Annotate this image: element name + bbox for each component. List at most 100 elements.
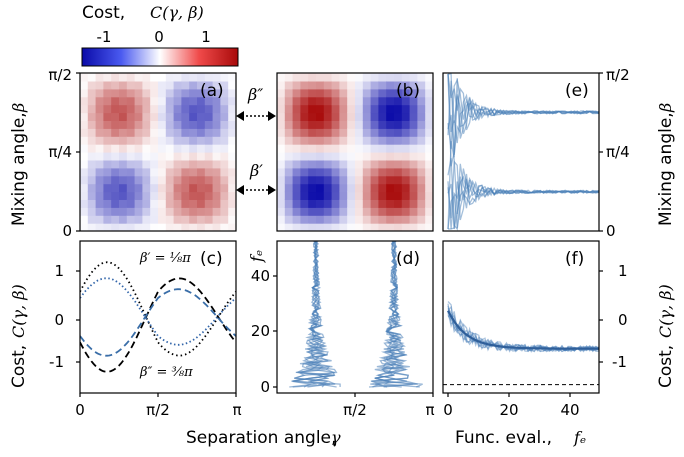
heat-cell: [204, 136, 214, 145]
heat-cell: [126, 80, 136, 90]
heat-cell: [417, 183, 426, 193]
heat-cell: [386, 199, 395, 208]
heat-cell: [417, 207, 426, 216]
heat-cell: [95, 175, 104, 185]
heat-cell: [425, 96, 433, 106]
heat-cell: [370, 128, 379, 137]
heat-cell: [409, 207, 418, 216]
ylabel-right-bottom-text: Cost,: [656, 345, 676, 388]
heat-cell: [277, 159, 286, 169]
trace-d: [374, 241, 413, 388]
cost-tick-neg1-left: -1: [49, 353, 64, 371]
heat-cell: [142, 96, 151, 106]
heat-cell: [401, 112, 411, 121]
heat-cell: [212, 207, 221, 216]
heat-cell: [87, 159, 97, 169]
heat-cell: [150, 88, 159, 98]
heat-cell: [355, 136, 364, 145]
heat-cell: [212, 223, 221, 231]
heat-cell: [378, 167, 387, 177]
heat-cell: [204, 159, 214, 169]
beta-tick-0-right: 0: [606, 222, 616, 240]
heat-cell: [158, 175, 167, 185]
heat-cell: [212, 96, 221, 106]
heat-cell: [347, 223, 356, 231]
heat-cell: [401, 96, 411, 106]
heat-cell: [228, 112, 236, 121]
heat-cell: [292, 104, 301, 114]
heat-cell: [158, 144, 167, 153]
heat-cell: [308, 144, 317, 153]
heat-cell: [316, 199, 325, 208]
heat-cell: [111, 215, 120, 224]
frame-b: [276, 72, 434, 232]
heat-cell: [204, 175, 214, 185]
heat-cell: [308, 175, 317, 185]
heat-cell: [386, 175, 395, 185]
heat-cell: [308, 112, 317, 121]
heat-cell: [355, 88, 364, 98]
heat-cell: [409, 223, 418, 231]
heat-cell: [316, 80, 325, 90]
heat-cell: [134, 159, 143, 169]
heat-cell: [323, 112, 333, 121]
heat-cell: [189, 183, 198, 193]
heat-cell: [80, 191, 89, 200]
heat-cell: [173, 88, 182, 98]
heat-cell: [370, 183, 379, 193]
heat-cell: [347, 167, 356, 177]
heat-cell: [394, 96, 403, 106]
heat-cell: [394, 120, 403, 129]
heat-cell: [220, 215, 229, 224]
heat-cell: [362, 136, 372, 145]
heat-cell: [228, 80, 236, 90]
heat-cell: [142, 80, 151, 90]
heat-cell: [150, 191, 159, 200]
heat-cell: [284, 207, 294, 216]
heat-cell: [165, 215, 175, 224]
heat-cell: [228, 120, 236, 129]
heat-cell: [119, 104, 128, 114]
heat-cell: [220, 80, 229, 90]
heat-cell: [316, 104, 325, 114]
heat-cell: [347, 191, 356, 200]
heat-cell: [87, 144, 97, 153]
heat-cell: [284, 120, 294, 129]
heat-cell: [277, 88, 286, 98]
heat-cell: [370, 88, 379, 98]
heat-cell: [212, 128, 221, 137]
heat-cell: [158, 128, 167, 137]
heat-cell: [204, 144, 214, 153]
heat-cell: [173, 80, 182, 90]
trace-e: [448, 168, 599, 230]
heat-cell: [212, 191, 221, 200]
heat-cell: [220, 207, 229, 216]
heat-cell: [126, 159, 136, 169]
heat-cell: [370, 215, 379, 224]
heat-cell: [355, 207, 364, 216]
heat-cell: [134, 215, 143, 224]
heat-cell: [142, 167, 151, 177]
heat-cell: [386, 73, 395, 82]
heat-cell: [111, 73, 120, 82]
heat-cell: [189, 215, 198, 224]
gamma-tick-pi-d: π: [425, 401, 434, 419]
heat-cell: [126, 199, 136, 208]
heat-cell: [277, 175, 286, 185]
heat-cell: [87, 199, 97, 208]
heat-cell: [173, 104, 182, 114]
heat-cell: [370, 73, 379, 82]
colorbar-title-symbol: C(γ, β): [150, 3, 204, 22]
heat-cell: [212, 120, 221, 129]
heat-cell: [417, 175, 426, 185]
heat-cell: [142, 159, 151, 169]
heat-cell: [142, 152, 151, 161]
ylabel-right-top-text: Mixing angle,: [656, 112, 676, 226]
beta-double-prime-label: β″: [247, 85, 263, 104]
heat-cell: [80, 159, 89, 169]
heat-cell: [386, 183, 395, 193]
heat-cell: [103, 128, 112, 137]
xlabel-separation-symbol: γ: [331, 428, 341, 447]
heat-cell: [308, 199, 317, 208]
heat-cell: [378, 207, 387, 216]
